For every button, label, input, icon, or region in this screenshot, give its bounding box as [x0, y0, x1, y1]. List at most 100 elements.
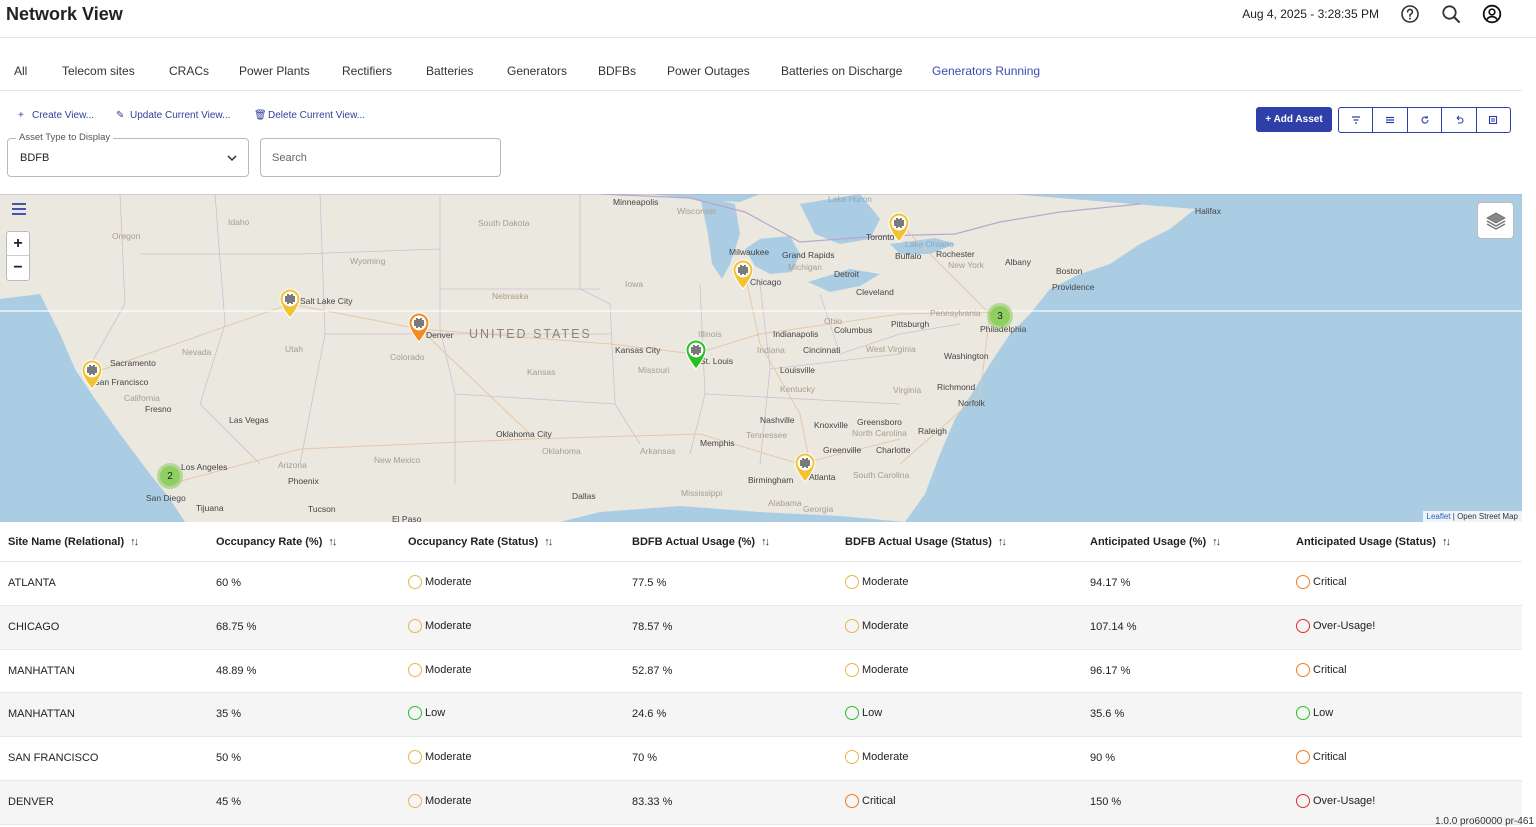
- cell-occupancy-status: Moderate: [408, 793, 471, 808]
- search-input[interactable]: [260, 138, 501, 177]
- map-label: Oklahoma: [542, 446, 581, 456]
- map-label: Tijuana: [196, 503, 224, 513]
- column-header-anticipated-status[interactable]: Anticipated Usage (Status) ↑↓: [1296, 536, 1451, 548]
- map-label: Sacramento: [110, 358, 156, 368]
- help-icon[interactable]: [1399, 3, 1421, 25]
- asset-tabs: All Telecom sites CRACs Power Plants Rec…: [0, 53, 1522, 91]
- tab-generators[interactable]: Generators: [507, 64, 568, 78]
- status-ring-icon: [845, 575, 859, 589]
- sort-icon[interactable]: ↑↓: [761, 536, 770, 548]
- table-row[interactable]: ATLANTA 60 % Moderate 77.5 % Moderate 94.17 %…: [0, 562, 1522, 606]
- add-asset-button[interactable]: + Add Asset: [1256, 107, 1332, 132]
- tab-cracs[interactable]: CRACs: [169, 64, 210, 78]
- map-label: Louisville: [780, 365, 815, 375]
- map-label: Georgia: [803, 504, 834, 514]
- tab-rectifiers[interactable]: Rectifiers: [342, 64, 393, 78]
- column-header-bdfb-usage[interactable]: BDFB Actual Usage (%) ↑↓: [632, 536, 770, 548]
- generator-pin-icon: [794, 452, 816, 483]
- table-row[interactable]: MANHATTAN 48.89 % Moderate 52.87 % Moderate 9…: [0, 650, 1522, 694]
- tab-power-outages[interactable]: Power Outages: [667, 64, 750, 78]
- tab-bdfbs[interactable]: BDFBs: [598, 64, 637, 78]
- site-marker-atlanta[interactable]: [792, 451, 818, 483]
- delete-view-link[interactable]: 🗑Delete Current View...: [254, 110, 366, 121]
- table-row[interactable]: CHICAGO 68.75 % Moderate 78.57 % Moderate 107…: [0, 605, 1522, 650]
- asset-type-select[interactable]: Asset Type to Display BDFB: [7, 132, 249, 177]
- table-row[interactable]: SAN FRANCISCO 50 % Moderate 70 % Moderate 90 …: [0, 737, 1522, 781]
- cluster-los-angeles[interactable]: 2: [157, 463, 183, 489]
- column-header-anticipated-usage[interactable]: Anticipated Usage (%) ↑↓: [1090, 536, 1221, 548]
- filter-button[interactable]: [1339, 108, 1374, 132]
- map-label: San Francisco: [94, 377, 149, 387]
- undo-button[interactable]: [1442, 108, 1477, 132]
- list-button[interactable]: [1373, 108, 1408, 132]
- site-marker-st-louis[interactable]: [683, 338, 709, 370]
- network-map[interactable]: Minneapolis Wisconsin South Dakota Lake …: [0, 194, 1522, 522]
- tab-all[interactable]: All: [14, 64, 28, 78]
- zoom-out-button[interactable]: −: [13, 259, 23, 276]
- zoom-in-button[interactable]: +: [7, 232, 29, 256]
- map-label: Albany: [1005, 257, 1031, 267]
- site-marker-denver[interactable]: [406, 311, 432, 343]
- sort-icon[interactable]: ↑↓: [544, 536, 553, 548]
- account-icon[interactable]: [1481, 3, 1503, 25]
- status-label: Critical: [1313, 663, 1347, 676]
- sort-icon[interactable]: ↑↓: [997, 536, 1007, 548]
- cell-occupancy-status: Moderate: [408, 750, 471, 765]
- status-ring-icon: [408, 575, 422, 589]
- app-version: 1.0.0 pro60000 pr-461: [1435, 816, 1534, 827]
- table-row[interactable]: MANHATTAN 35 % Low 24.6 % Low 35.6 % Low: [0, 693, 1522, 738]
- sort-icon[interactable]: ↑↓: [1441, 536, 1451, 548]
- map-label: Denver: [426, 330, 454, 340]
- cell-occupancy-rate: 50 %: [216, 752, 242, 765]
- map-label: New York: [948, 260, 984, 270]
- cluster-philadelphia[interactable]: 3: [987, 303, 1013, 329]
- map-label: Wyoming: [350, 256, 386, 266]
- status-label: Low: [1313, 707, 1334, 720]
- create-view-link[interactable]: + Create View...: [18, 110, 95, 121]
- tab-generators-running[interactable]: Generators Running: [932, 64, 1041, 78]
- map-label: Utah: [285, 344, 303, 354]
- generator-pin-icon: [732, 259, 754, 290]
- site-marker-chicago[interactable]: [730, 258, 756, 290]
- map-label: Philadelphia: [980, 324, 1027, 334]
- map-label: Michigan: [788, 262, 823, 272]
- map-label: Lake Huron: [828, 194, 872, 204]
- map-label: Oklahoma City: [496, 429, 552, 439]
- column-header-occupancy-status[interactable]: Occupancy Rate (Status) ↑↓: [408, 536, 553, 548]
- cell-occupancy-status: Moderate: [408, 662, 471, 677]
- tab-telecom-sites[interactable]: Telecom sites: [62, 64, 135, 78]
- map-label: Cincinnati: [803, 345, 841, 355]
- site-marker-salt-lake-city[interactable]: [277, 287, 303, 319]
- refresh-button[interactable]: [1408, 108, 1443, 132]
- column-header-site-name[interactable]: Site Name (Relational) ↑↓: [8, 536, 139, 548]
- site-marker-san-francisco[interactable]: [79, 358, 105, 390]
- map-label: Rochester: [936, 249, 975, 259]
- map-label: Lake Ontario: [905, 239, 954, 249]
- cell-bdfb-status: Moderate: [845, 750, 908, 765]
- map-label: Kansas City: [615, 345, 661, 355]
- tab-batteries[interactable]: Batteries: [426, 64, 474, 78]
- map-label: Colorado: [390, 352, 425, 362]
- sort-icon[interactable]: ↑↓: [328, 536, 337, 548]
- update-view-link[interactable]: ✎ Update Current View...: [116, 110, 231, 121]
- status-label: Critical: [1313, 576, 1347, 588]
- map-label: California: [124, 393, 160, 403]
- sort-icon[interactable]: ↑↓: [130, 536, 139, 548]
- export-button[interactable]: [1477, 108, 1510, 132]
- status-ring-icon: [408, 618, 422, 633]
- site-marker-toronto[interactable]: [886, 211, 912, 243]
- sort-icon[interactable]: ↑↓: [1212, 536, 1221, 548]
- table-row[interactable]: DENVER 45 % Moderate 83.33 % Critical 150 % Ov…: [0, 780, 1522, 825]
- tab-batteries-on-discharge[interactable]: Batteries on Discharge: [781, 64, 903, 78]
- cell-site-name: MANHATTAN: [8, 664, 75, 677]
- map-label: Oregon: [112, 231, 141, 241]
- layers-button[interactable]: [1477, 202, 1514, 239]
- map-label: Charlotte: [876, 445, 911, 455]
- column-header-occupancy-rate[interactable]: Occupancy Rate (%) ↑↓: [216, 536, 337, 548]
- column-header-bdfb-status[interactable]: BDFB Actual Usage (Status) ↑↓: [845, 536, 1007, 548]
- tab-power-plants[interactable]: Power Plants: [239, 64, 310, 78]
- leaflet-link[interactable]: Leaflet: [1426, 512, 1451, 521]
- map-label: Greenville: [823, 445, 862, 455]
- map-menu-icon[interactable]: [11, 202, 27, 216]
- search-icon[interactable]: [1440, 3, 1462, 25]
